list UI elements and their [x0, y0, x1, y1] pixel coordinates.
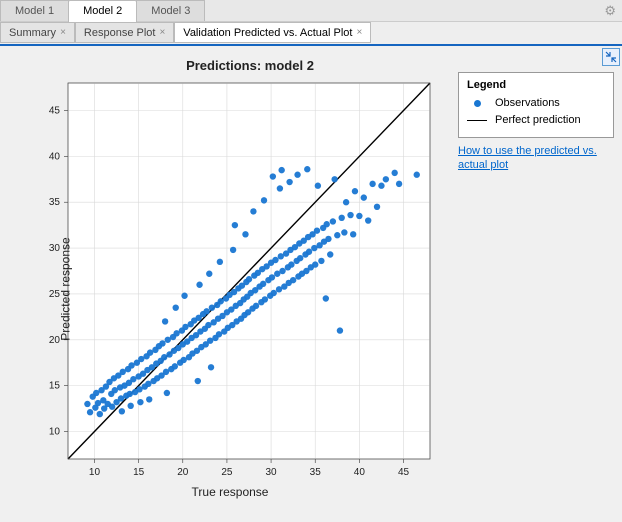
svg-text:40: 40	[49, 151, 61, 162]
close-icon[interactable]: ×	[60, 27, 66, 38]
svg-text:10: 10	[89, 467, 101, 478]
legend-item-perfect: Perfect prediction	[467, 114, 605, 126]
tab-model-1[interactable]: Model 1	[0, 0, 69, 21]
legend-item-observations: Observations	[467, 97, 605, 109]
gear-icon[interactable]: ⚙	[604, 3, 616, 19]
svg-text:15: 15	[49, 381, 61, 392]
tab-label: Validation Predicted vs. Actual Plot	[183, 27, 352, 39]
tab-model-2[interactable]: Model 2	[68, 0, 137, 22]
svg-text:45: 45	[398, 467, 410, 478]
close-icon[interactable]: ×	[356, 27, 362, 38]
legend-label: Perfect prediction	[495, 114, 581, 126]
tab-label: Summary	[9, 27, 56, 39]
tab-validation-plot[interactable]: Validation Predicted vs. Actual Plot ×	[174, 22, 371, 43]
chart: Predicted response True response 10 15 20 2…	[20, 79, 440, 499]
tab-label: Response Plot	[84, 27, 156, 39]
svg-text:30: 30	[266, 467, 278, 478]
model-tabs: Model 1 Model 2 Model 3 ⚙	[0, 0, 622, 22]
tab-model-3[interactable]: Model 3	[136, 0, 205, 21]
svg-text:35: 35	[49, 197, 61, 208]
scatter-chart: 10152025303540451015202530354045	[20, 79, 440, 499]
x-axis-label: True response	[192, 485, 269, 499]
legend-title: Legend	[467, 79, 605, 91]
svg-text:35: 35	[310, 467, 322, 478]
y-axis-label: Predicted response	[59, 237, 73, 340]
chart-title: Predictions: model 2	[8, 58, 452, 73]
svg-text:45: 45	[49, 106, 61, 117]
svg-text:10: 10	[49, 426, 61, 437]
plot-panel: Predictions: model 2 Predicted response …	[8, 54, 452, 514]
svg-text:20: 20	[177, 467, 189, 478]
legend: Legend Observations Perfect prediction	[458, 72, 614, 138]
content-area: Predictions: model 2 Predicted response …	[0, 46, 622, 522]
side-panel: Legend Observations Perfect prediction H…	[458, 54, 614, 514]
expand-icon[interactable]	[602, 48, 620, 66]
help-link[interactable]: How to use the predicted vs. actual plot	[458, 144, 614, 173]
close-icon[interactable]: ×	[159, 27, 165, 38]
tab-response-plot[interactable]: Response Plot ×	[75, 22, 174, 43]
svg-text:15: 15	[133, 467, 145, 478]
svg-text:25: 25	[221, 467, 233, 478]
view-tabs: Summary × Response Plot × Validation Pre…	[0, 22, 622, 44]
legend-label: Observations	[495, 97, 560, 109]
svg-text:40: 40	[354, 467, 366, 478]
tab-summary[interactable]: Summary ×	[0, 22, 75, 43]
